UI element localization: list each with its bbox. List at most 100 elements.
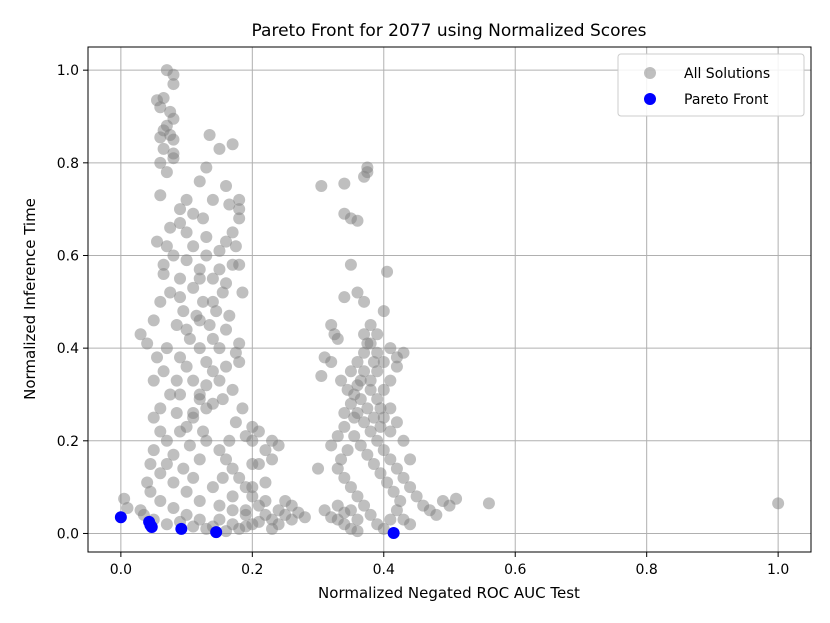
data-point-all-solutions	[374, 467, 387, 480]
plot-area	[87, 46, 812, 553]
data-point-all-solutions	[233, 356, 246, 369]
x-tick-label: 0.2	[241, 562, 263, 578]
data-point-all-solutions	[151, 235, 164, 248]
data-point-all-solutions	[187, 207, 200, 220]
data-point-all-solutions	[154, 189, 167, 202]
data-point-all-solutions	[325, 439, 338, 452]
data-point-all-solutions	[239, 520, 252, 533]
data-point-all-solutions	[203, 318, 216, 331]
data-point-all-solutions	[216, 471, 229, 484]
data-point-all-solutions	[338, 177, 351, 190]
legend-marker-all-solutions	[644, 67, 656, 79]
data-point-all-solutions	[384, 425, 397, 438]
data-point-all-solutions	[121, 501, 134, 514]
data-point-all-solutions	[344, 397, 357, 410]
data-point-all-solutions	[160, 518, 173, 531]
data-point-all-solutions	[174, 203, 187, 216]
data-point-all-solutions	[364, 374, 377, 387]
x-tick-label: 0.6	[504, 562, 526, 578]
data-point-all-solutions	[390, 462, 403, 475]
y-tick-label: 1.0	[57, 63, 79, 79]
data-point-all-solutions	[220, 323, 233, 336]
data-point-all-solutions	[167, 68, 180, 81]
data-point-all-solutions	[315, 179, 328, 192]
data-point-all-solutions	[144, 485, 157, 498]
data-point-all-solutions	[404, 481, 417, 494]
data-point-all-solutions	[170, 318, 183, 331]
data-point-all-solutions	[160, 342, 173, 355]
data-point-all-solutions	[160, 434, 173, 447]
data-point-all-solutions	[364, 425, 377, 438]
data-point-pareto-front	[387, 527, 400, 540]
data-point-all-solutions	[344, 481, 357, 494]
data-point-all-solutions	[167, 249, 180, 262]
data-point-all-solutions	[229, 346, 242, 359]
data-point-all-solutions	[384, 513, 397, 526]
data-point-all-solutions	[358, 416, 371, 429]
data-point-all-solutions	[180, 226, 193, 239]
data-point-all-solutions	[772, 497, 785, 510]
data-point-all-solutions	[193, 495, 206, 508]
data-point-all-solutions	[381, 476, 394, 489]
y-axis-ticks: 0.0 0.2 0.4 0.6 0.8 1.0	[57, 63, 88, 542]
data-point-all-solutions	[193, 175, 206, 188]
data-point-all-solutions	[351, 356, 364, 369]
x-tick: 1.0	[767, 552, 789, 578]
data-point-all-solutions	[213, 374, 226, 387]
data-point-all-solutions	[174, 217, 187, 230]
legend-box	[617, 53, 805, 117]
data-point-all-solutions	[397, 346, 410, 359]
data-point-all-solutions	[358, 346, 371, 359]
data-point-all-solutions	[482, 497, 495, 510]
data-point-all-solutions	[338, 291, 351, 304]
data-point-all-solutions	[167, 448, 180, 461]
y-tick: 0.8	[57, 156, 88, 172]
data-point-all-solutions	[193, 453, 206, 466]
data-point-all-solutions	[197, 212, 210, 225]
data-point-all-solutions	[213, 244, 226, 257]
data-point-all-solutions	[157, 142, 170, 155]
data-point-all-solutions	[220, 277, 233, 290]
data-point-all-solutions	[226, 462, 239, 475]
data-point-all-solutions	[354, 393, 367, 406]
data-point-all-solutions	[206, 272, 219, 285]
data-point-all-solutions	[160, 119, 173, 132]
data-point-all-solutions	[167, 152, 180, 165]
data-point-all-solutions	[187, 374, 200, 387]
data-point-all-solutions	[259, 444, 272, 457]
series-all-solutions	[118, 64, 785, 538]
data-point-all-solutions	[338, 407, 351, 420]
y-tick: 0.0	[57, 526, 88, 542]
data-point-all-solutions	[331, 462, 344, 475]
data-point-all-solutions	[193, 272, 206, 285]
x-axis-label: Normalized Negated ROC AUC Test	[318, 584, 580, 602]
data-point-all-solutions	[220, 453, 233, 466]
y-tick-label: 0.2	[57, 434, 79, 450]
data-point-all-solutions	[361, 337, 374, 350]
data-point-all-solutions	[233, 203, 246, 216]
data-point-all-solutions	[239, 504, 252, 517]
data-point-all-solutions	[200, 356, 213, 369]
data-point-pareto-front	[145, 520, 158, 533]
data-point-all-solutions	[193, 263, 206, 276]
data-point-all-solutions	[226, 383, 239, 396]
data-point-all-solutions	[374, 420, 387, 433]
data-point-pareto-front	[114, 511, 127, 524]
data-point-all-solutions	[154, 295, 167, 308]
data-point-all-solutions	[367, 356, 380, 369]
data-point-all-solutions	[229, 240, 242, 253]
data-point-all-solutions	[236, 286, 249, 299]
data-point-all-solutions	[206, 397, 219, 410]
data-point-all-solutions	[197, 295, 210, 308]
data-point-all-solutions	[371, 434, 384, 447]
data-point-all-solutions	[252, 515, 265, 528]
data-point-all-solutions	[226, 138, 239, 151]
data-point-all-solutions	[226, 226, 239, 239]
data-point-all-solutions	[144, 457, 157, 470]
data-point-all-solutions	[213, 342, 226, 355]
data-point-all-solutions	[223, 309, 236, 322]
x-tick-label: 0.4	[373, 562, 395, 578]
legend-marker-pareto-front	[644, 93, 656, 105]
data-point-all-solutions	[364, 383, 377, 396]
data-point-all-solutions	[259, 495, 272, 508]
